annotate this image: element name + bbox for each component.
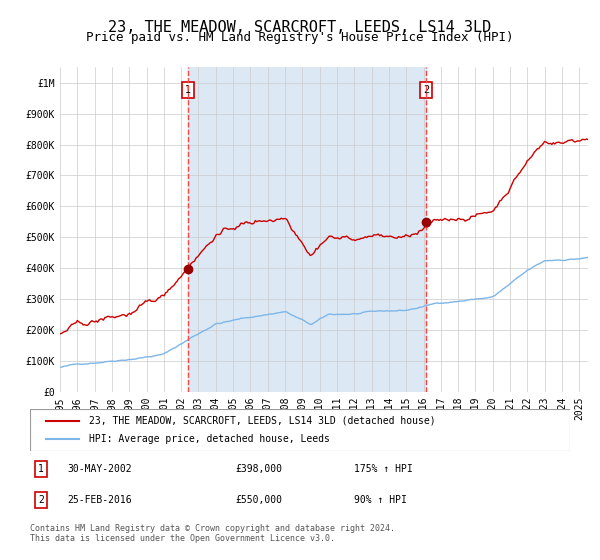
Text: Price paid vs. HM Land Registry's House Price Index (HPI): Price paid vs. HM Land Registry's House … xyxy=(86,31,514,44)
Text: 175% ↑ HPI: 175% ↑ HPI xyxy=(354,464,413,474)
Text: 25-FEB-2016: 25-FEB-2016 xyxy=(68,495,133,505)
Text: £550,000: £550,000 xyxy=(235,495,282,505)
Text: 23, THE MEADOW, SCARCROFT, LEEDS, LS14 3LD (detached house): 23, THE MEADOW, SCARCROFT, LEEDS, LS14 3… xyxy=(89,416,436,426)
Text: Contains HM Land Registry data © Crown copyright and database right 2024.
This d: Contains HM Land Registry data © Crown c… xyxy=(30,524,395,543)
Text: £398,000: £398,000 xyxy=(235,464,282,474)
Bar xyxy=(188,67,426,392)
FancyBboxPatch shape xyxy=(30,409,570,451)
Text: 2: 2 xyxy=(423,85,429,95)
Text: 1: 1 xyxy=(185,85,191,95)
Text: 23, THE MEADOW, SCARCROFT, LEEDS, LS14 3LD: 23, THE MEADOW, SCARCROFT, LEEDS, LS14 3… xyxy=(109,20,491,35)
Text: HPI: Average price, detached house, Leeds: HPI: Average price, detached house, Leed… xyxy=(89,434,330,444)
Text: 1: 1 xyxy=(38,464,44,474)
Text: 90% ↑ HPI: 90% ↑ HPI xyxy=(354,495,407,505)
Text: 30-MAY-2002: 30-MAY-2002 xyxy=(68,464,133,474)
Text: 2: 2 xyxy=(38,495,44,505)
